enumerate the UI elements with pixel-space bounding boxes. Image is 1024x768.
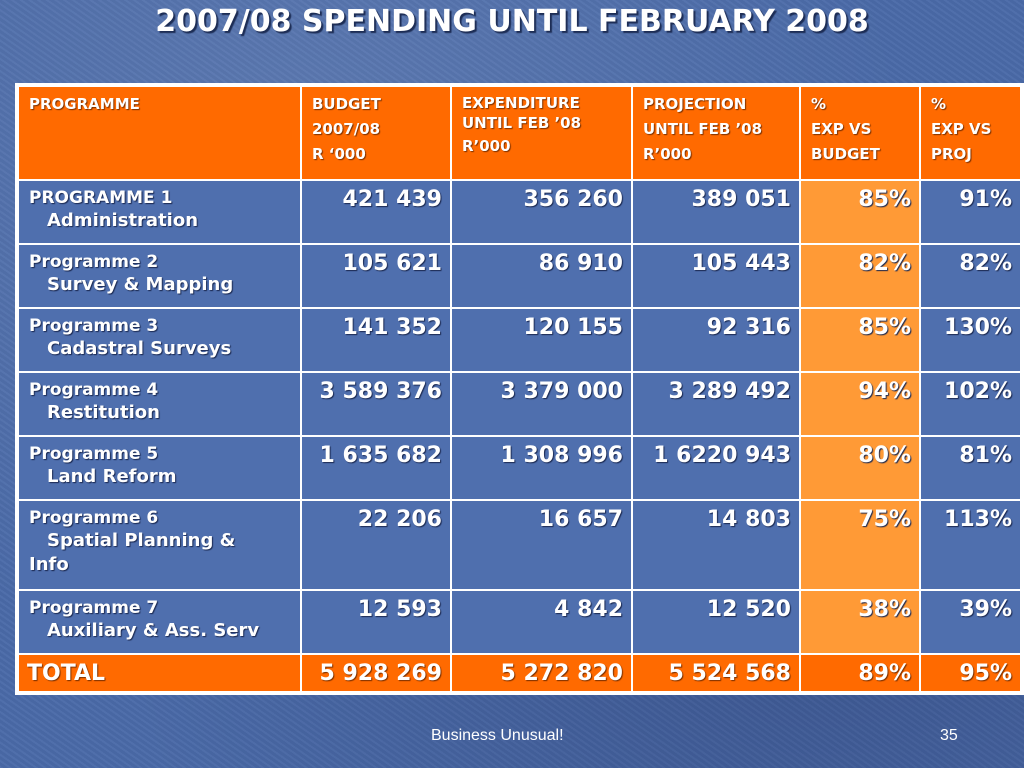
pct-exp-budget-cell: 85% — [799, 307, 921, 373]
spending-table: PROGRAMME BUDGET 2007/08 R ‘000 EXPENDIT… — [17, 85, 1022, 693]
programme-description: Spatial Planning & Info — [29, 530, 236, 575]
pct-exp-budget-cell: 38% — [799, 589, 921, 655]
header-pct-exp-proj: % EXP VS PROJ — [919, 85, 1022, 181]
expenditure-cell: 3 379 000 — [450, 371, 633, 437]
header-projection: PROJECTION UNTIL FEB ’08 R’000 — [631, 85, 801, 181]
expenditure-cell: 120 155 — [450, 307, 633, 373]
programme-name: Programme 5 — [29, 444, 159, 464]
programme-description: Survey & Mapping — [47, 274, 234, 295]
pct-exp-budget-cell: 80% — [799, 435, 921, 501]
projection-cell: 1 6220 943 — [631, 435, 801, 501]
pct-exp-proj-cell: 113% — [919, 499, 1022, 591]
budget-cell: 1 635 682 — [300, 435, 452, 501]
programme-name: Programme 7 — [29, 598, 159, 618]
budget-cell: 105 621 — [300, 243, 452, 309]
table-row: Programme 3 Cadastral Surveys 141 352 12… — [17, 307, 1022, 373]
pct-exp-proj-cell: 82% — [919, 243, 1022, 309]
header-expenditure: EXPENDITURE UNTIL FEB ’08 R’000 — [450, 85, 633, 181]
expenditure-cell: 4 842 — [450, 589, 633, 655]
programme-cell: Programme 5 Land Reform — [17, 435, 302, 501]
total-label: TOTAL — [17, 653, 302, 693]
table-row: PROGRAMME 1 Administration 421 439 356 2… — [17, 179, 1022, 245]
expenditure-cell: 86 910 — [450, 243, 633, 309]
header-line: R’000 — [643, 145, 692, 163]
total-budget: 5 928 269 — [300, 653, 452, 693]
budget-cell: 22 206 — [300, 499, 452, 591]
header-line: R’000 — [462, 137, 511, 155]
programme-description: Auxiliary & Ass. Serv — [47, 620, 260, 641]
header-line: EXP VS — [811, 120, 872, 138]
budget-cell: 141 352 — [300, 307, 452, 373]
slide-title: 2007/08 SPENDING UNTIL FEBRUARY 2008 — [155, 4, 869, 39]
programme-name: Programme 6 — [29, 508, 159, 528]
projection-cell: 105 443 — [631, 243, 801, 309]
programme-description: Cadastral Surveys — [47, 338, 232, 359]
header-line: R ‘000 — [312, 145, 366, 163]
programme-cell: PROGRAMME 1 Administration — [17, 179, 302, 245]
total-projection: 5 524 568 — [631, 653, 801, 693]
pct-exp-proj-cell: 91% — [919, 179, 1022, 245]
table-row: Programme 4 Restitution 3 589 376 3 379 … — [17, 371, 1022, 437]
table-header-row: PROGRAMME BUDGET 2007/08 R ‘000 EXPENDIT… — [17, 85, 1022, 181]
programme-description: Restitution — [47, 402, 160, 423]
programme-cell: Programme 3 Cadastral Surveys — [17, 307, 302, 373]
header-line: BUDGET — [312, 95, 381, 113]
table-row: Programme 5 Land Reform 1 635 682 1 308 … — [17, 435, 1022, 501]
projection-cell: 14 803 — [631, 499, 801, 591]
pct-exp-budget-cell: 85% — [799, 179, 921, 245]
total-pct-exp-proj: 95% — [919, 653, 1022, 693]
table-row: Programme 6 Spatial Planning & Info 22 2… — [17, 499, 1022, 591]
programme-name: PROGRAMME 1 — [29, 188, 173, 208]
header-line: 2007/08 — [312, 120, 381, 138]
pct-exp-proj-cell: 130% — [919, 307, 1022, 373]
budget-cell: 12 593 — [300, 589, 452, 655]
header-line: % — [811, 95, 827, 113]
pct-exp-proj-cell: 81% — [919, 435, 1022, 501]
budget-cell: 421 439 — [300, 179, 452, 245]
programme-cell: Programme 2 Survey & Mapping — [17, 243, 302, 309]
programme-name: Programme 4 — [29, 380, 159, 400]
header-budget: BUDGET 2007/08 R ‘000 — [300, 85, 452, 181]
projection-cell: 92 316 — [631, 307, 801, 373]
total-expenditure: 5 272 820 — [450, 653, 633, 693]
header-programme: PROGRAMME — [17, 85, 302, 181]
programme-description: Land Reform — [47, 466, 177, 487]
header-pct-exp-budget: % EXP VS BUDGET — [799, 85, 921, 181]
programme-cell: Programme 4 Restitution — [17, 371, 302, 437]
table-row: Programme 2 Survey & Mapping 105 621 86 … — [17, 243, 1022, 309]
pct-exp-budget-cell: 82% — [799, 243, 921, 309]
footer-tagline: Business Unusual! — [431, 727, 564, 744]
budget-cell: 3 589 376 — [300, 371, 452, 437]
expenditure-cell: 16 657 — [450, 499, 633, 591]
pct-exp-budget-cell: 75% — [799, 499, 921, 591]
header-line: % — [931, 95, 947, 113]
projection-cell: 12 520 — [631, 589, 801, 655]
programme-name: Programme 3 — [29, 316, 159, 336]
header-line: PROGRAMME — [29, 95, 140, 113]
header-line: BUDGET — [811, 145, 880, 163]
expenditure-cell: 356 260 — [450, 179, 633, 245]
pct-exp-proj-cell: 39% — [919, 589, 1022, 655]
projection-cell: 3 289 492 — [631, 371, 801, 437]
header-line: EXPENDITURE UNTIL FEB ’08 — [462, 94, 582, 132]
programme-name: Programme 2 — [29, 252, 159, 272]
projection-cell: 389 051 — [631, 179, 801, 245]
total-pct-exp-budget: 89% — [799, 653, 921, 693]
page-number: 35 — [940, 727, 958, 744]
programme-description: Administration — [47, 210, 199, 231]
programme-cell: Programme 7 Auxiliary & Ass. Serv — [17, 589, 302, 655]
header-line: PROJECTION — [643, 95, 747, 113]
expenditure-cell: 1 308 996 — [450, 435, 633, 501]
header-line: PROJ — [931, 145, 972, 163]
table-total-row: TOTAL 5 928 269 5 272 820 5 524 568 89% … — [17, 653, 1022, 693]
header-line: UNTIL FEB ’08 — [643, 120, 763, 138]
header-line: EXP VS — [931, 120, 992, 138]
table-row: Programme 7 Auxiliary & Ass. Serv 12 593… — [17, 589, 1022, 655]
pct-exp-proj-cell: 102% — [919, 371, 1022, 437]
programme-cell: Programme 6 Spatial Planning & Info — [17, 499, 302, 591]
pct-exp-budget-cell: 94% — [799, 371, 921, 437]
spending-table-container: PROGRAMME BUDGET 2007/08 R ‘000 EXPENDIT… — [15, 83, 1024, 695]
